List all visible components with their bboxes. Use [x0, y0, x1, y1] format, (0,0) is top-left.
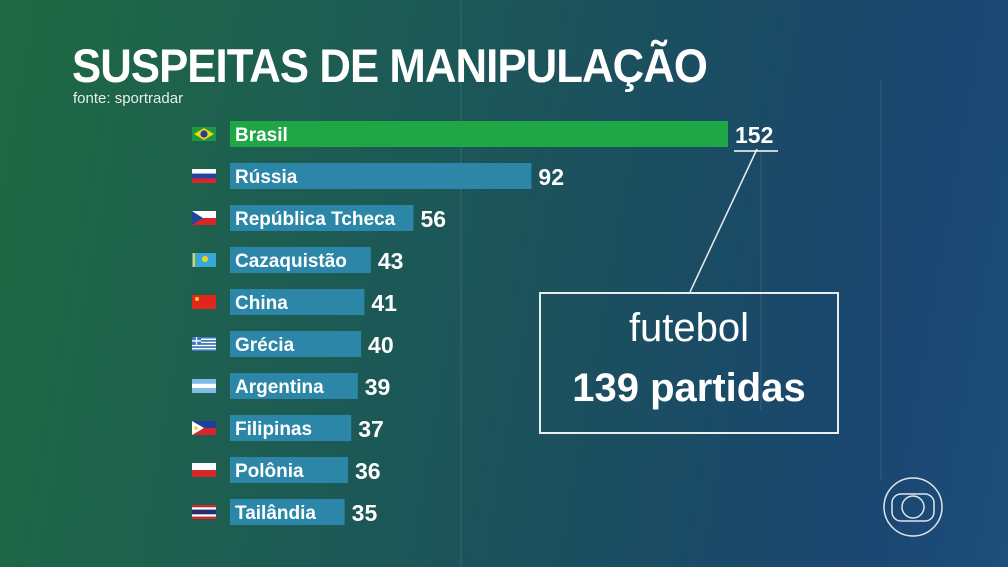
bar: [230, 121, 728, 147]
brazil-flag-icon: [192, 127, 216, 141]
value-label: 39: [365, 374, 391, 400]
bar: [230, 247, 371, 273]
value-label: 40: [368, 332, 394, 358]
bar: [230, 457, 348, 483]
bar-label: Polônia: [235, 461, 304, 482]
value-label: 43: [378, 248, 404, 274]
bar-row: Tailândia 35: [192, 499, 377, 526]
bar-row: Rússia 92: [192, 163, 564, 190]
globo-icon: [883, 477, 943, 537]
kazakhstan-flag-icon: [192, 253, 216, 267]
bar-row: República Tcheca 56: [192, 205, 446, 232]
value-label: 35: [352, 500, 378, 526]
bar-label: Rússia: [235, 167, 298, 188]
callout-sport: futebol: [628, 306, 750, 350]
philippines-flag-icon: [192, 421, 216, 435]
bar-label: Grécia: [235, 335, 295, 356]
bar-row: Argentina 39: [192, 373, 390, 400]
bar-label: Cazaquistão: [235, 251, 347, 272]
bar-label: República Tcheca: [235, 209, 396, 230]
russia-flag-icon: [192, 169, 216, 183]
bar: [230, 205, 414, 231]
thailand-flag-icon: [192, 505, 216, 519]
source-label: fonte: sportradar: [73, 90, 184, 107]
callout-matches: 139 partidas: [572, 366, 806, 410]
bar-row: Cazaquistão 43: [192, 247, 403, 274]
czechia-flag-icon: [192, 211, 216, 225]
callout-box: futebol 139 partidas: [539, 292, 839, 434]
value-label: 37: [358, 416, 384, 442]
china-flag-icon: [192, 295, 216, 309]
bar-label: Tailândia: [235, 503, 316, 524]
bar-row: Grécia 40: [192, 331, 394, 358]
bg-line: [760, 150, 762, 410]
bar-label: China: [235, 293, 288, 314]
bar: [230, 415, 352, 441]
value-label: 92: [538, 164, 564, 190]
bar: [230, 373, 358, 399]
poland-flag-icon: [192, 463, 216, 477]
value-label: 56: [420, 206, 446, 232]
bg-line: [460, 0, 462, 567]
value-label: 41: [371, 290, 397, 316]
bar: [230, 331, 362, 357]
bg-line: [880, 80, 882, 480]
bar-row: Filipinas 37: [192, 415, 384, 442]
bar-label: Argentina: [235, 377, 324, 398]
bar: [230, 163, 532, 189]
bar-row: Polônia 36: [192, 457, 381, 484]
bar-label: Filipinas: [235, 419, 312, 440]
bar-row: China 41: [192, 289, 397, 316]
bar-row: Brasil 152: [192, 121, 778, 152]
bar-label: Brasil: [235, 125, 288, 146]
bar: [230, 289, 365, 315]
page-title: SUSPEITAS DE MANIPULAÇÃO: [72, 39, 708, 92]
value-label: 36: [355, 458, 381, 484]
value-label: 152: [735, 122, 773, 148]
callout-connector: [689, 148, 758, 293]
argentina-flag-icon: [192, 379, 216, 393]
greece-flag-icon: [192, 337, 216, 351]
bar: [230, 499, 345, 525]
